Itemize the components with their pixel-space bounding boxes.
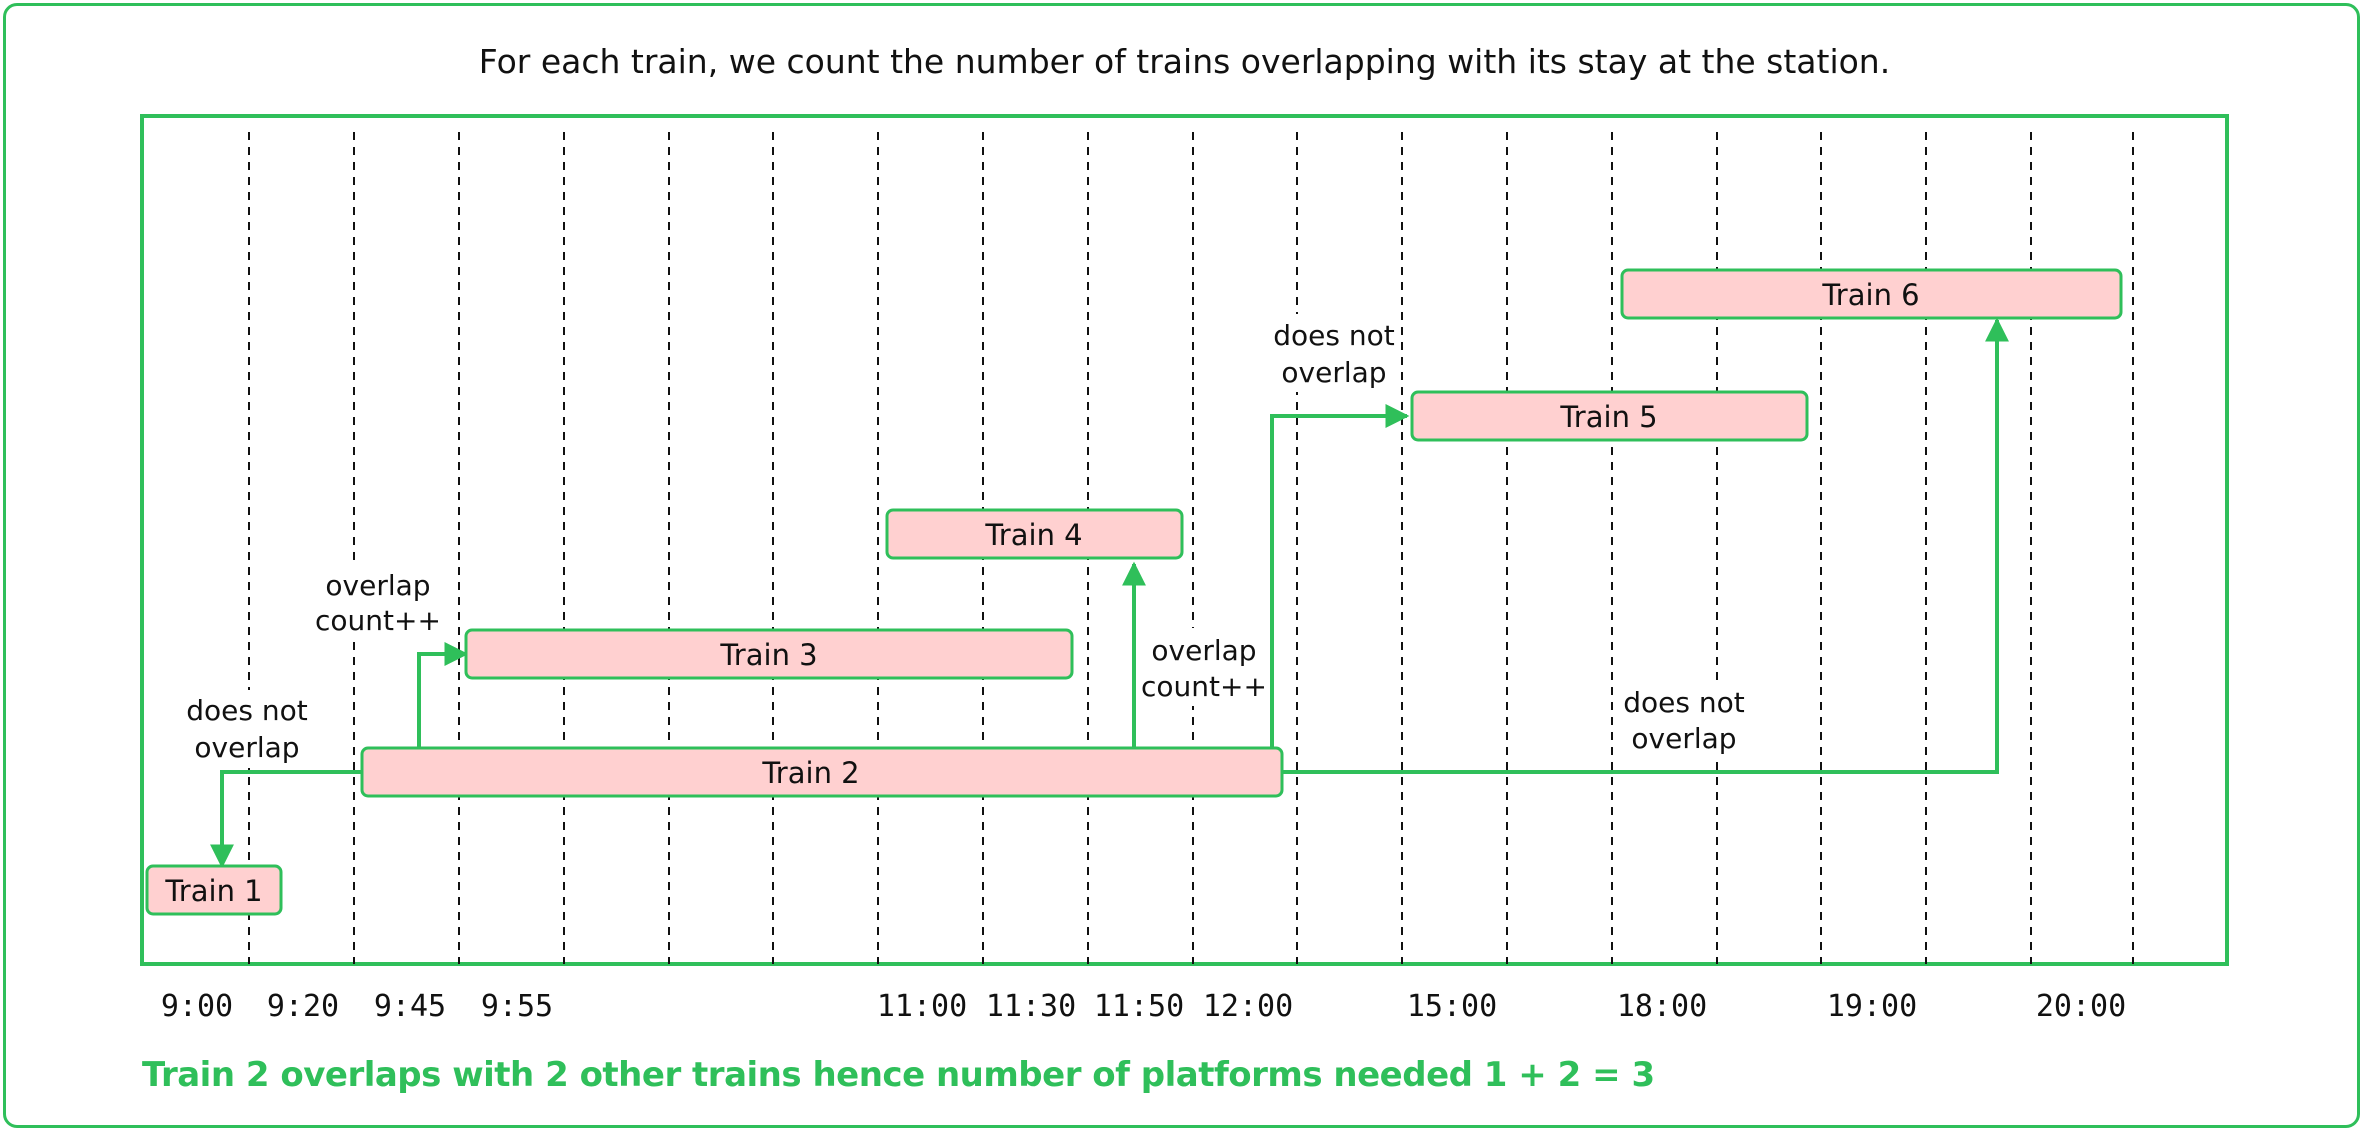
train-6-bar — [1620, 268, 2123, 320]
arrow-to-train-6 — [1282, 317, 2009, 774]
train-3-label: Train 3 — [719, 638, 817, 672]
time-grid — [248, 132, 2134, 964]
train-4-bar — [885, 508, 1184, 560]
annotation-train-5-line-2: overlap — [1281, 356, 1386, 389]
time-axis-labels: 9:00 9:20 9:45 9:55 11:00 11:30 11:50 12… — [161, 989, 2126, 1024]
arrow-to-train-1 — [210, 770, 362, 869]
diagram-title: For each train, we count the number of t… — [478, 42, 1891, 81]
tick-label: 12:00 — [1203, 989, 1293, 1024]
train-6-label: Train 6 — [1821, 278, 1919, 312]
arrow-to-train-5 — [1270, 404, 1410, 748]
annotation-train-5-line-1: does not — [1273, 319, 1394, 352]
annotation-train-3-line-2: count++ — [315, 604, 441, 637]
annotation-train-6-line-2: overlap — [1631, 722, 1736, 755]
train-3-bar — [464, 628, 1074, 680]
tick-label: 9:45 — [374, 989, 446, 1024]
annotations: does not overlap overlap count++ overlap… — [186, 319, 1744, 764]
train-4-label: Train 4 — [984, 518, 1082, 552]
overlap-arrows — [210, 317, 2009, 869]
outer-frame — [3, 3, 2360, 1128]
tick-label: 9:00 — [161, 989, 233, 1024]
annotation-train-3-line-1: overlap — [325, 569, 430, 602]
arrow-to-train-3 — [417, 642, 469, 748]
tick-label: 11:00 — [877, 989, 967, 1024]
annotation-train-1-line-2: overlap — [194, 731, 299, 764]
train-1-bar — [145, 864, 283, 916]
train-1-label: Train 1 — [164, 874, 262, 908]
train-2-label: Train 2 — [761, 756, 859, 790]
plot-frame — [140, 114, 2229, 966]
train-2-bar — [360, 746, 1284, 798]
train-5-label: Train 5 — [1559, 400, 1657, 434]
tick-label: 19:00 — [1827, 989, 1917, 1024]
tick-label: 20:00 — [2036, 989, 2126, 1024]
tick-label: 18:00 — [1617, 989, 1707, 1024]
tick-label: 15:00 — [1407, 989, 1497, 1024]
tick-label: 9:55 — [481, 989, 553, 1024]
footer-conclusion: Train 2 overlaps with 2 other trains hen… — [142, 1055, 1655, 1095]
annotation-train-6-line-1: does not — [1623, 686, 1744, 719]
annotation-train-4-line-2: count++ — [1141, 670, 1267, 703]
train-5-bar — [1410, 390, 1809, 442]
tick-label: 11:30 — [986, 989, 1076, 1024]
train-bars: Train 1 Train 2 Train 3 Train 4 Train 5 … — [145, 268, 2123, 916]
annotation-train-1-line-1: does not — [186, 694, 307, 727]
annotation-train-4-line-1: overlap — [1151, 634, 1256, 667]
tick-label: 9:20 — [267, 989, 339, 1024]
tick-label: 11:50 — [1094, 989, 1184, 1024]
